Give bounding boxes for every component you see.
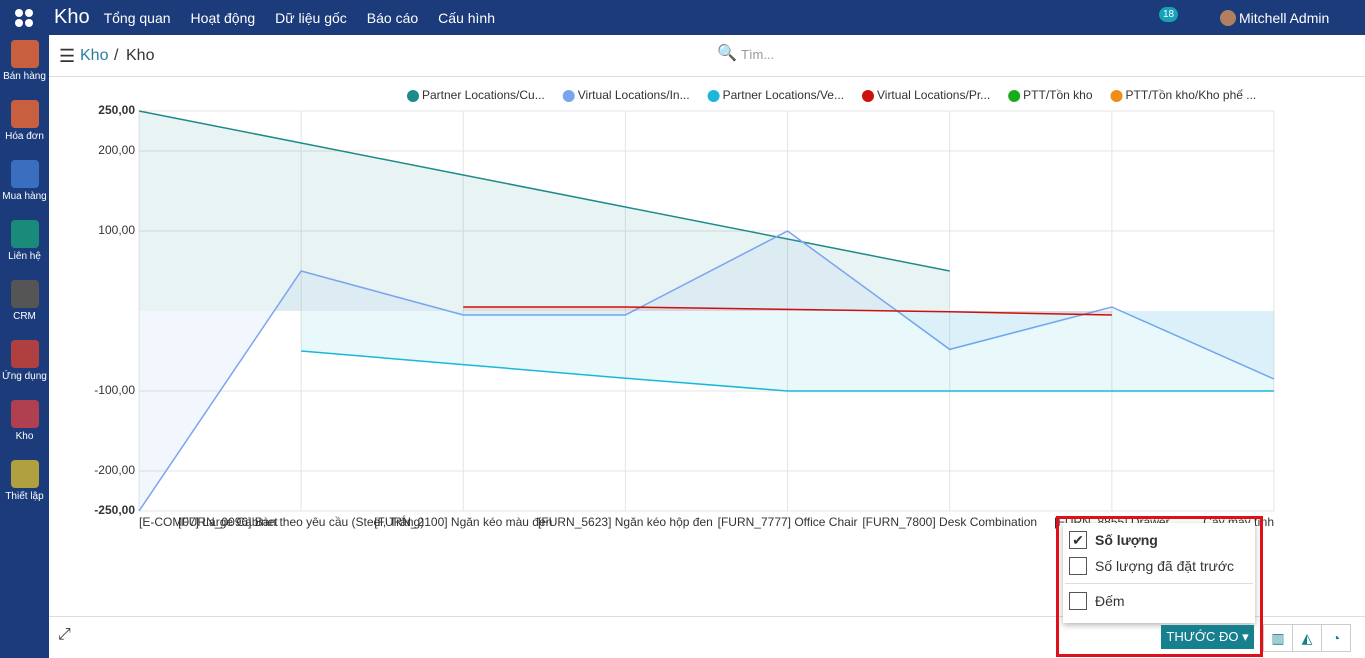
sidebar-app[interactable]: Hóa đơn: [0, 100, 49, 155]
user[interactable]: Mitchell Admin: [1239, 10, 1330, 26]
legend-label: Partner Locations/Cu...: [422, 88, 545, 102]
legend-label: Virtual Locations/In...: [578, 88, 690, 102]
y-tick-label: 250,00: [98, 103, 135, 117]
series-line: [463, 306, 1112, 316]
y-tick-label: -250,00: [94, 503, 135, 517]
label: Ứng dụng: [2, 371, 47, 382]
label: Mua hàng: [2, 191, 47, 202]
sidebar-app[interactable]: Ứng dụng: [0, 340, 49, 395]
highlight-box: [1056, 516, 1263, 657]
sidebar-app[interactable]: CRM: [0, 280, 49, 335]
measures-button[interactable]: THƯỚC ĐO ▾: [1161, 625, 1254, 649]
y-tick-label: -200,00: [94, 463, 135, 477]
label: Số lượng đã đặt trước: [1095, 558, 1235, 574]
y-tick-label: 200,00: [98, 143, 135, 157]
app-name[interactable]: Kho: [54, 6, 90, 28]
y-tick-label: -100,00: [94, 383, 135, 397]
measure-option[interactable]: Đếm: [1069, 592, 1249, 610]
legend-label: PTT/Tồn kho: [1023, 88, 1093, 102]
sidebar: Bán hàng Hóa đơn Mua hàng Liên hệ CRM Ứng dụn…: [0, 35, 49, 658]
sidebar-app[interactable]: Mua hàng: [0, 160, 49, 215]
line-button[interactable]: ◭: [1293, 625, 1322, 651]
navbar: Kho Tổng quan Hoạt động Dữ liệu gốc Báo …: [0, 0, 1365, 35]
breadcrumb-parent[interactable]: Kho: [80, 47, 109, 64]
legend-label: PTT/Tồn kho/Kho phế ...: [1126, 88, 1257, 102]
label: Kho: [15, 431, 34, 442]
label: Thiết lập: [5, 491, 44, 502]
menu-toggle[interactable]: ☰: [59, 46, 76, 66]
series-line: [301, 350, 1274, 392]
series-area: [139, 111, 950, 311]
divider: [49, 616, 1365, 617]
legend-swatch: [1008, 90, 1021, 102]
search-icon: 🔍: [717, 45, 737, 62]
control-panel: ☰ Kho / Kho 🔍 Tìm...: [49, 35, 1365, 77]
measures-dropdown: ✔ Số lượng Số lượng đã đặt trước Đếm: [1063, 523, 1255, 623]
pie-button[interactable]: ◔: [1331, 630, 1341, 646]
chart: 250,00 200,00 100,00 -100,00 -200,00 -250,00 […: [94, 88, 1275, 529]
series-area: [139, 231, 1274, 511]
label: Liên hệ: [8, 251, 41, 262]
sidebar-app[interactable]: Liên hệ: [0, 220, 49, 275]
label: Đếm: [1095, 593, 1125, 609]
chart-type-buttons: ▥ ◭ ◔: [1263, 624, 1351, 652]
label: Số lượng: [1095, 532, 1158, 548]
legend-swatch: [861, 90, 874, 102]
label: THƯỚC ĐO: [1166, 629, 1239, 644]
apps-icon[interactable]: [14, 8, 34, 28]
menu[interactable]: Tổng quan: [103, 9, 171, 26]
legend-swatch: [407, 90, 419, 102]
label: Bán hàng: [3, 71, 46, 82]
avatar: [1220, 10, 1236, 26]
sidebar-app[interactable]: Thiết lập: [0, 460, 49, 515]
x-tick-label: [FURN_5623] Ngăn kéo hộp đen: [538, 515, 713, 529]
x-tick-label: [FURN_7777] Office Chair: [718, 515, 858, 529]
sidebar-app[interactable]: Bán hàng: [0, 40, 49, 95]
legend-swatch: [562, 90, 575, 102]
sidebar-app[interactable]: Kho: [0, 400, 49, 455]
legend-label: Virtual Locations/Pr...: [877, 88, 990, 102]
label: CRM: [13, 311, 36, 322]
bar-button[interactable]: ▥: [1264, 625, 1293, 651]
expand-icon[interactable]: ⤢: [58, 626, 71, 643]
measure-option[interactable]: ✔ Số lượng: [1069, 531, 1249, 549]
badge: 18: [1159, 7, 1179, 22]
series-area: [301, 311, 1275, 391]
x-tick-label: [FURN_7800] Desk Combination: [862, 515, 1037, 529]
menu[interactable]: Báo cáo: [366, 9, 419, 26]
menu[interactable]: Cấu hình: [438, 9, 495, 26]
legend-swatch: [1110, 90, 1123, 102]
y-tick-label: 100,00: [98, 223, 135, 237]
x-tick-label: [FURN_2100] Ngăn kéo màu đen: [374, 515, 552, 529]
legend-swatch: [707, 90, 720, 102]
legend-label: Partner Locations/Ve...: [723, 88, 844, 102]
x-tick-label: [E-COM07] Large Cabinet: [139, 515, 278, 529]
series-line: [138, 110, 950, 272]
breadcrumb-current: Kho: [126, 47, 155, 64]
label: Hóa đơn: [5, 131, 44, 142]
series-area: [463, 307, 1112, 315]
menu[interactable]: Hoạt động: [190, 9, 256, 26]
search-input[interactable]: Tìm...: [741, 47, 775, 62]
measure-option[interactable]: Số lượng đã đặt trước: [1069, 557, 1249, 575]
x-tick-label: [FURN_0096] Bàn theo yêu cầu (Steel, Trắ…: [178, 514, 424, 529]
menu[interactable]: Dữ liệu gốc: [275, 9, 347, 26]
